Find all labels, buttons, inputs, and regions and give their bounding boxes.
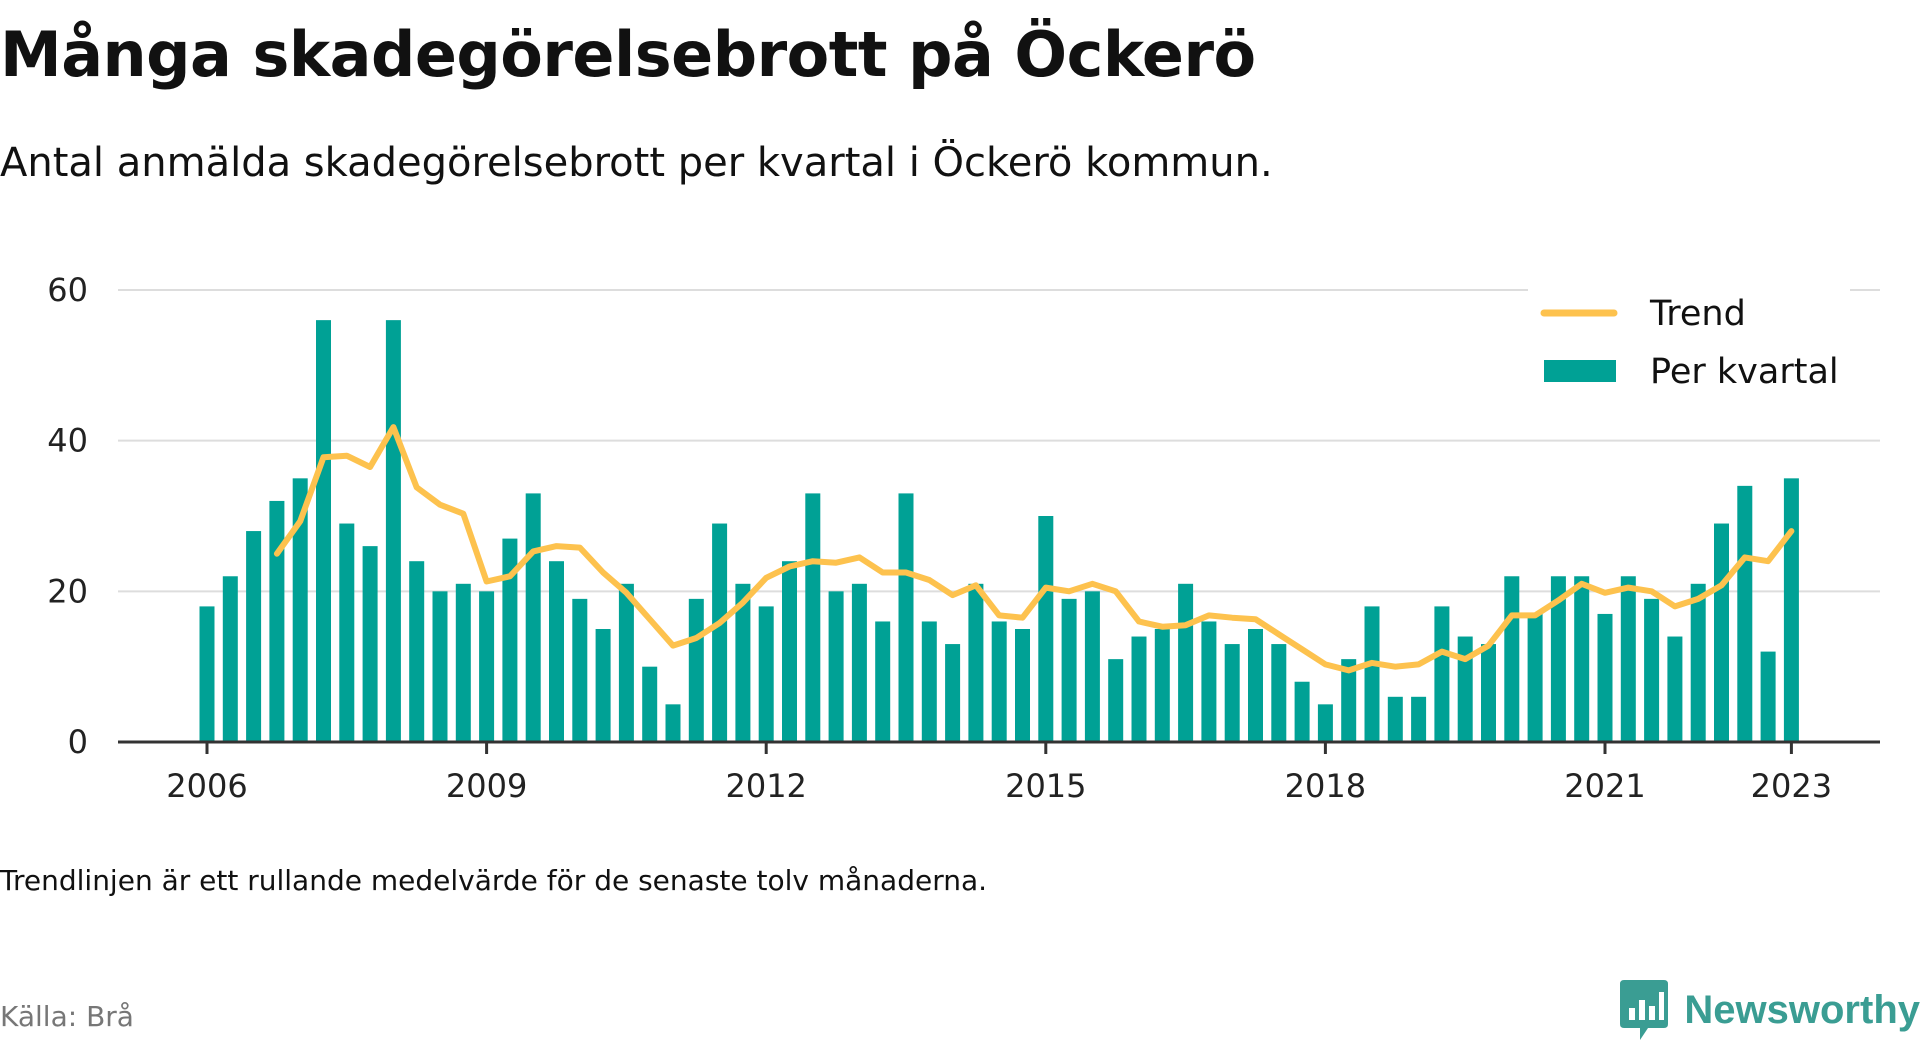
bar [502,538,518,742]
bar [1690,583,1706,742]
bar [782,561,797,742]
bar [1667,636,1683,742]
bar [1061,598,1077,742]
newsworthy-logo-icon [1620,980,1669,1040]
x-tick-label: 2018 [1285,767,1366,805]
bar [1271,644,1287,742]
bar [968,583,984,742]
bar [1387,696,1403,742]
bar [875,621,891,742]
bar [758,606,774,742]
bar [1527,613,1543,742]
x-tick-label: 2009 [446,767,527,805]
brand-name: Newsworthy [1684,987,1920,1032]
bar [409,561,425,742]
bar [735,583,751,742]
x-tick-label: 2023 [1751,767,1832,805]
bar [1201,621,1217,742]
legend-bars-label: Per kvartal [1650,352,1839,392]
bar [688,598,704,742]
trend-line-group [273,424,1795,674]
bar [222,576,238,742]
bar [1108,659,1124,742]
axes: 0 20 40 60 2006 2009 2012 2015 2018 2021 2023 [47,271,1880,805]
chart-subtitle: Antal anmälda skadegörelsebrott per kvar… [0,140,1273,186]
bar [269,500,285,742]
bar [455,583,471,742]
bar [1714,523,1729,742]
bar [665,704,681,742]
bar [1248,629,1263,742]
bar [1178,583,1194,742]
bar [1084,591,1100,742]
bar [805,493,821,742]
bar [1317,704,1333,742]
x-tick-label: 2015 [1005,767,1086,805]
bar [292,478,308,742]
bar [572,598,588,742]
legend-background [1528,286,1850,406]
bar [1481,644,1496,742]
bar [1294,681,1310,742]
bar [1038,516,1054,742]
source-text: Källa: Brå [0,1000,134,1033]
bar [1154,629,1170,742]
bar [712,523,728,742]
bar [1783,478,1799,742]
bar [525,493,541,742]
x-tick-label: 2012 [725,767,806,805]
bar [1574,576,1590,742]
bar [1457,636,1473,742]
y-tick-label: 60 [47,271,88,309]
x-tick-label: 2006 [166,767,247,805]
footnote: Trendlinjen är ett rullande medelvärde f… [0,864,988,897]
y-tick-label: 20 [47,572,88,610]
bar [1364,606,1380,742]
bar [1644,598,1660,742]
bar [246,531,262,742]
bar [1550,576,1566,742]
legend-bars-swatch [1544,360,1616,382]
chart-area: 0 20 40 60 2006 2009 2012 2015 2018 2021 2023 Tren… [47,271,1880,805]
trend-line [273,424,1795,674]
bar [1131,636,1147,742]
bar [362,546,378,742]
bar [432,591,448,742]
chart-title: Många skadegörelsebrott på Öckerö [0,18,1256,91]
bar [991,621,1007,742]
bar [1597,613,1613,742]
bar [1224,644,1240,742]
bar [316,320,331,742]
bar [549,561,564,742]
bar [945,644,961,742]
bar [1341,659,1357,742]
legend: Trend Per kvartal [1528,286,1850,406]
bar [828,591,844,742]
bar [642,666,658,742]
bar [898,493,914,742]
bar [1504,576,1520,742]
bar [618,583,634,742]
bar [1620,576,1636,742]
legend-trend-label: Trend [1649,294,1746,334]
bar [385,320,401,742]
bar [479,591,495,742]
bar [1015,629,1030,742]
y-tick-label: 0 [68,723,88,761]
bar [595,629,611,742]
bar [199,606,215,742]
bar [851,583,867,742]
bar [1737,485,1753,742]
bar [1411,696,1427,742]
brand-logo: Newsworthy [1618,978,1920,1042]
bar [339,523,355,742]
bar [1760,651,1776,742]
bar [1434,606,1450,742]
x-tick-label: 2021 [1564,767,1645,805]
bar [921,621,937,742]
y-tick-label: 40 [47,422,88,460]
